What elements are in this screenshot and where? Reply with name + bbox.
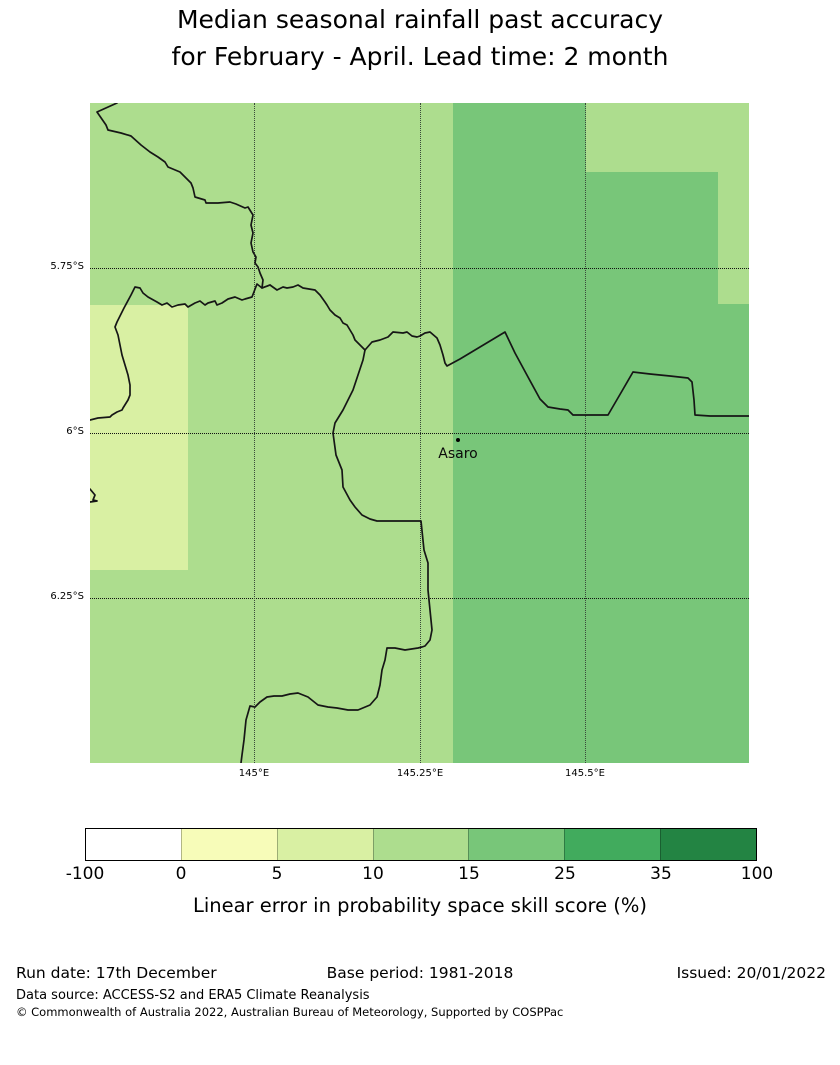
colorbar bbox=[85, 828, 757, 861]
colorbar-tick-label: 35 bbox=[650, 864, 672, 884]
map-cell bbox=[718, 304, 749, 763]
colorbar-segment bbox=[180, 829, 277, 860]
chart-title-line2: for February - April. Lead time: 2 month bbox=[171, 42, 669, 71]
chart-title: Median seasonal rainfall past accuracy f… bbox=[0, 1, 840, 75]
copyright-text: © Commonwealth of Australia 2022, Austra… bbox=[16, 1005, 564, 1019]
gridline-horizontal bbox=[90, 268, 749, 269]
colorbar-tick-label: 0 bbox=[175, 864, 187, 884]
colorbar-tick-label: 25 bbox=[554, 864, 576, 884]
town-label: Asaro bbox=[438, 446, 478, 462]
lat-tick-label: 6°S bbox=[66, 426, 84, 437]
border-west-east bbox=[90, 283, 366, 421]
colorbar-segment bbox=[468, 829, 565, 860]
town-marker-dot bbox=[456, 438, 460, 442]
colorbar-tick-label: 10 bbox=[362, 864, 384, 884]
map-cell bbox=[586, 172, 718, 763]
gridline-horizontal bbox=[90, 433, 749, 434]
lon-tick-label: 145.25°E bbox=[396, 768, 444, 779]
colorbar-segment bbox=[372, 829, 469, 860]
colorbar-segment bbox=[564, 829, 661, 860]
gridline-horizontal bbox=[90, 598, 749, 599]
chart-title-line1: Median seasonal rainfall past accuracy bbox=[176, 5, 664, 34]
colorbar-tick-labels: -100 0 5 10 15 25 35 100 bbox=[66, 864, 774, 886]
country-borders bbox=[90, 103, 749, 763]
colorbar-segment bbox=[660, 829, 757, 860]
border-northwest bbox=[96, 103, 271, 289]
colorbar-tick-label: 100 bbox=[740, 864, 774, 884]
border-west-fragment bbox=[90, 488, 98, 503]
lat-tick-label: 5.75°S bbox=[50, 261, 84, 272]
colorbar-tick-label: -100 bbox=[65, 864, 105, 884]
lon-tick-label: 145°E bbox=[238, 768, 270, 779]
colorbar-label: Linear error in probability space skill … bbox=[192, 894, 648, 917]
colorbar-tick-label: 15 bbox=[458, 864, 480, 884]
gridline-vertical bbox=[420, 103, 421, 763]
lon-tick-label: 145.5°E bbox=[565, 768, 605, 779]
run-date-text: Run date: 17th December bbox=[16, 964, 217, 982]
colorbar-tick-label: 5 bbox=[271, 864, 283, 884]
border-east bbox=[364, 331, 749, 417]
base-period-text: Base period: 1981-2018 bbox=[326, 964, 514, 982]
colorbar-segment bbox=[86, 829, 181, 860]
colorbar-segment bbox=[276, 829, 373, 860]
issued-date-text: Issued: 20/01/2022 bbox=[676, 964, 826, 982]
lat-tick-label: 6.25°S bbox=[50, 591, 84, 602]
map-plot: Asaro bbox=[90, 103, 749, 763]
gridline-vertical bbox=[254, 103, 255, 763]
gridline-vertical bbox=[585, 103, 586, 763]
border-south bbox=[240, 349, 433, 763]
data-source-text: Data source: ACCESS-S2 and ERA5 Climate … bbox=[16, 988, 370, 1003]
map-cell bbox=[90, 305, 188, 570]
